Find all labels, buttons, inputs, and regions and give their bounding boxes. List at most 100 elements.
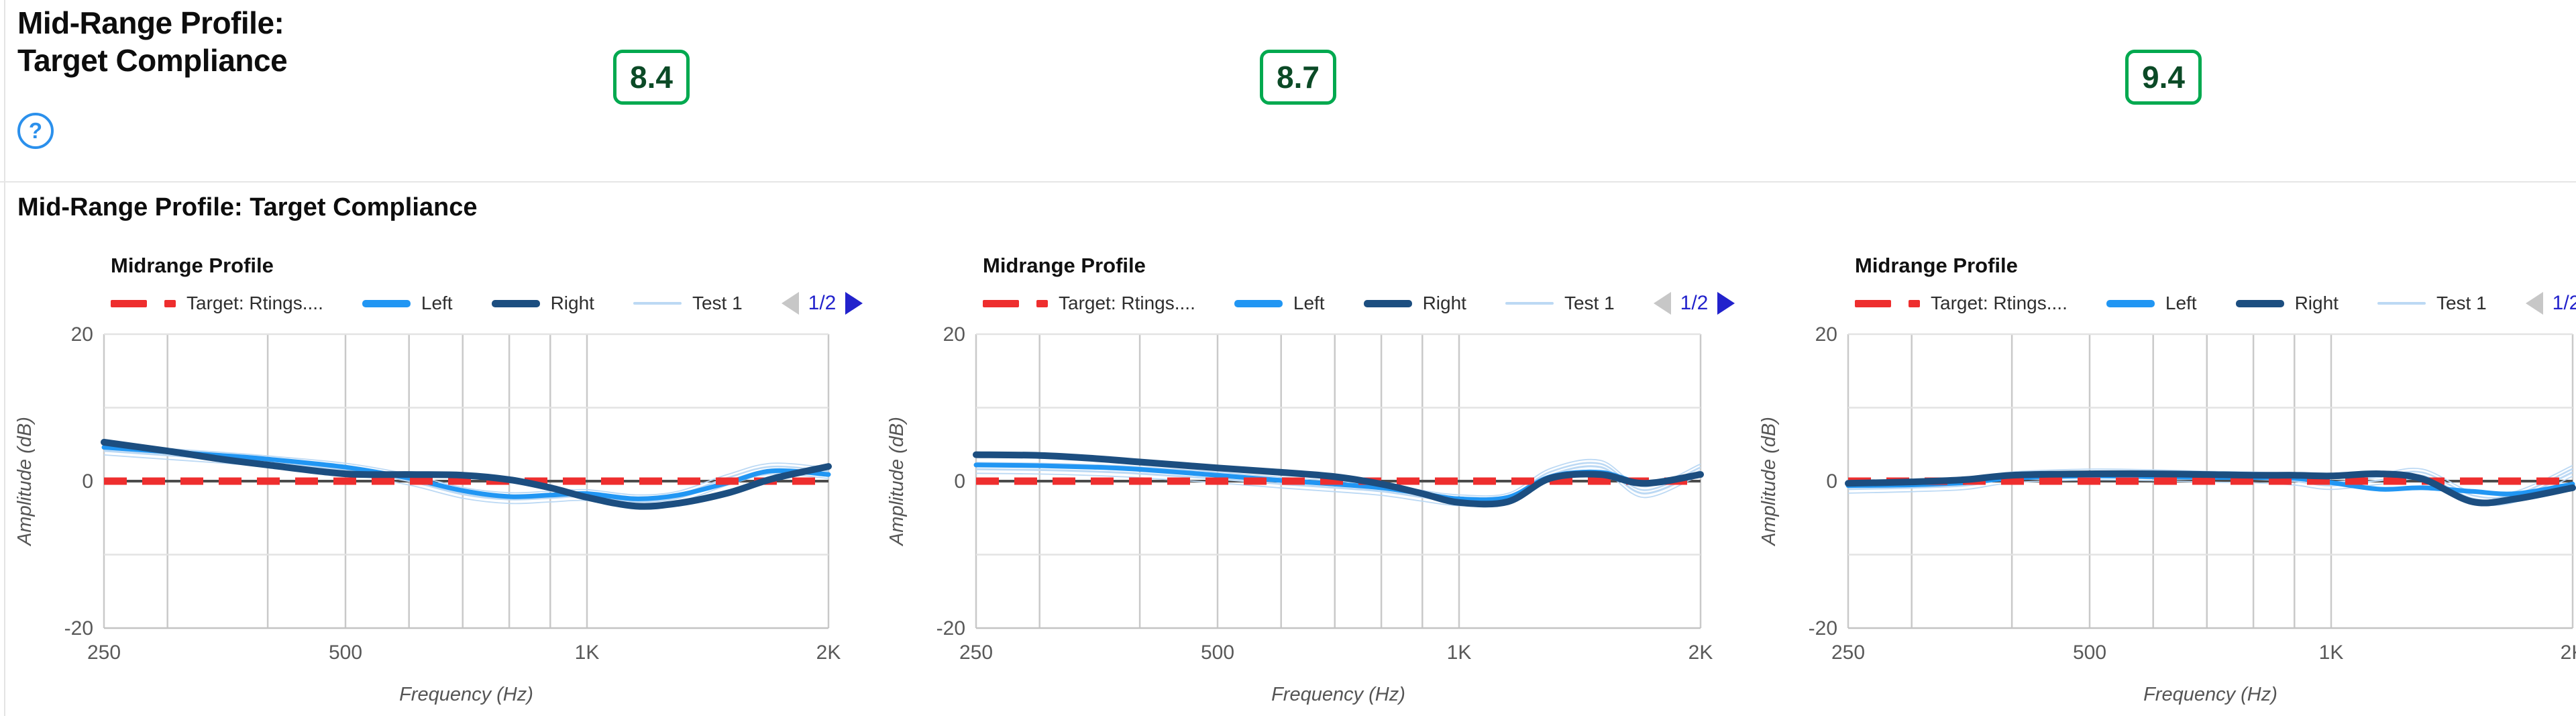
svg-text:Frequency (Hz): Frequency (Hz) xyxy=(1271,684,1405,705)
legend-item-right[interactable]: Right xyxy=(2235,293,2339,314)
legend-item-left[interactable]: Left xyxy=(362,293,453,314)
legend-item-test1[interactable]: Test 1 xyxy=(2377,293,2487,314)
svg-text:2K: 2K xyxy=(816,642,841,664)
chart-pagination: 1/2 xyxy=(1653,292,1735,315)
legend-label-target: Target: Rtings.... xyxy=(186,293,323,313)
pagination-next-icon[interactable] xyxy=(1717,292,1735,315)
legend-label-test1: Test 1 xyxy=(1564,293,1615,313)
test1-line-swatch xyxy=(2377,302,2426,305)
left-line-swatch xyxy=(362,299,411,307)
pagination-prev-icon[interactable] xyxy=(1653,292,1671,315)
legend-item-left[interactable]: Left xyxy=(1234,293,1325,314)
svg-text:1K: 1K xyxy=(2319,642,2344,664)
svg-text:Amplitude (dB): Amplitude (dB) xyxy=(1758,417,1780,547)
chart-title: Midrange Profile xyxy=(1855,254,2018,277)
svg-text:-20: -20 xyxy=(64,617,93,640)
svg-text:20: 20 xyxy=(1815,323,1837,346)
svg-text:500: 500 xyxy=(329,642,362,664)
page-title: Mid-Range Profile: Target Compliance xyxy=(17,4,288,79)
right-line-swatch xyxy=(1363,299,1412,307)
legend-item-target[interactable]: Target: Rtings.... xyxy=(1855,293,2068,314)
pagination-prev-icon[interactable] xyxy=(781,292,799,315)
legend-item-right[interactable]: Right xyxy=(1363,293,1466,314)
pagination-page-indicator: 1/2 xyxy=(808,292,837,314)
legend-label-test1: Test 1 xyxy=(692,293,743,313)
legend-item-left[interactable]: Left xyxy=(2106,293,2197,314)
chart-legend: Target: Rtings.... Left Right Test 1 1/2 xyxy=(1855,289,2576,318)
chart-legend: Target: Rtings.... Left Right Test 1 1/2 xyxy=(111,289,863,318)
chart-title: Midrange Profile xyxy=(983,254,1146,277)
svg-text:2K: 2K xyxy=(1688,642,1713,664)
chart-pagination: 1/2 xyxy=(781,292,863,315)
legend-item-test1[interactable]: Test 1 xyxy=(633,293,743,314)
svg-text:500: 500 xyxy=(2073,642,2106,664)
page-title-line2: Target Compliance xyxy=(17,43,288,78)
svg-text:Amplitude (dB): Amplitude (dB) xyxy=(886,417,908,547)
pagination-prev-icon[interactable] xyxy=(2525,292,2543,315)
svg-text:Frequency (Hz): Frequency (Hz) xyxy=(2143,684,2277,705)
legend-item-test1[interactable]: Test 1 xyxy=(1505,293,1615,314)
legend-label-test1: Test 1 xyxy=(2436,293,2487,313)
score-badge-product-2[interactable]: 8.7 xyxy=(1260,50,1336,105)
pagination-next-icon[interactable] xyxy=(845,292,863,315)
left-line-swatch xyxy=(1234,299,1283,307)
right-line-swatch xyxy=(491,299,540,307)
legend-label-left: Left xyxy=(1293,293,1325,313)
legend-label-left: Left xyxy=(2165,293,2197,313)
svg-text:-20: -20 xyxy=(1809,617,1837,640)
legend-label-target: Target: Rtings.... xyxy=(1931,293,2068,313)
svg-text:500: 500 xyxy=(1201,642,1234,664)
header-row: Mid-Range Profile: Target Compliance ? 8… xyxy=(0,0,2576,181)
page-title-line1: Mid-Range Profile: xyxy=(17,5,284,40)
legend-label-target: Target: Rtings.... xyxy=(1059,293,1195,313)
svg-text:1K: 1K xyxy=(575,642,600,664)
score-value: 8.4 xyxy=(630,60,673,95)
score-value: 8.7 xyxy=(1277,60,1320,95)
help-icon-glyph: ? xyxy=(28,118,43,143)
chart-legend: Target: Rtings.... Left Right Test 1 1/2 xyxy=(983,289,1735,318)
score-badge-product-1[interactable]: 8.4 xyxy=(613,50,690,105)
pagination-page-indicator: 1/2 xyxy=(1680,292,1709,314)
target-line-swatch xyxy=(111,299,176,307)
legend-label-right: Right xyxy=(2294,293,2339,313)
chart-card-product-2: Midrange Profile Target: Rtings.... Left… xyxy=(879,254,1737,710)
score-value: 9.4 xyxy=(2142,60,2185,95)
chart-pagination: 1/2 xyxy=(2525,292,2576,315)
legend-item-target[interactable]: Target: Rtings.... xyxy=(111,293,323,314)
svg-text:0: 0 xyxy=(82,470,93,493)
svg-text:0: 0 xyxy=(954,470,965,493)
legend-label-left: Left xyxy=(421,293,453,313)
score-badge-product-3[interactable]: 9.4 xyxy=(2125,50,2202,105)
target-line-swatch xyxy=(1855,299,1920,307)
legend-label-right: Right xyxy=(550,293,594,313)
svg-text:250: 250 xyxy=(87,642,121,664)
svg-text:250: 250 xyxy=(959,642,993,664)
horizontal-divider xyxy=(0,181,2576,183)
page-left-border xyxy=(4,0,5,716)
test1-line-swatch xyxy=(1505,302,1554,305)
svg-text:2K: 2K xyxy=(2561,642,2576,664)
svg-text:1K: 1K xyxy=(1447,642,1472,664)
svg-text:Frequency (Hz): Frequency (Hz) xyxy=(399,684,533,705)
help-icon[interactable]: ? xyxy=(17,113,54,149)
left-line-swatch xyxy=(2106,299,2155,307)
svg-text:20: 20 xyxy=(943,323,965,346)
chart-title: Midrange Profile xyxy=(111,254,274,277)
pagination-page-indicator: 1/2 xyxy=(2552,292,2576,314)
legend-item-target[interactable]: Target: Rtings.... xyxy=(983,293,1195,314)
svg-text:Amplitude (dB): Amplitude (dB) xyxy=(14,417,36,547)
svg-text:-20: -20 xyxy=(936,617,965,640)
section-title: Mid-Range Profile: Target Compliance xyxy=(17,193,478,221)
svg-text:0: 0 xyxy=(1826,470,1837,493)
chart-card-product-1: Midrange Profile Target: Rtings.... Left… xyxy=(7,254,865,710)
chart-card-product-3: Midrange Profile Target: Rtings.... Left… xyxy=(1751,254,2576,710)
test1-line-swatch xyxy=(633,302,682,305)
right-line-swatch xyxy=(2235,299,2284,307)
target-line-swatch xyxy=(983,299,1048,307)
svg-text:250: 250 xyxy=(1831,642,1865,664)
legend-item-right[interactable]: Right xyxy=(491,293,594,314)
svg-text:20: 20 xyxy=(71,323,93,346)
